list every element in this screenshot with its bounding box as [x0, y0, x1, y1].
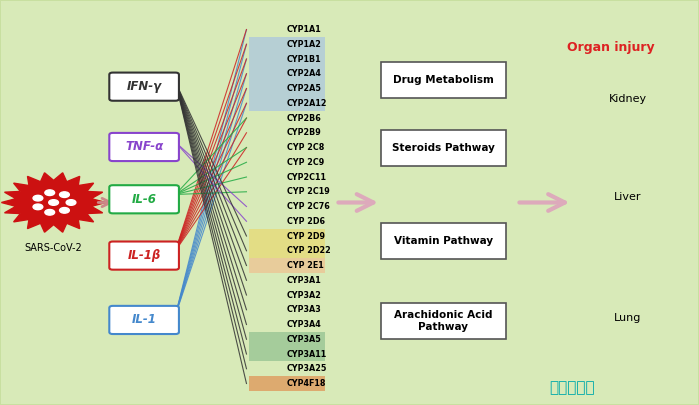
Circle shape	[45, 209, 55, 215]
FancyBboxPatch shape	[249, 229, 325, 258]
Circle shape	[33, 204, 43, 210]
Text: CYP 2C9: CYP 2C9	[287, 158, 324, 167]
Text: Kidney: Kidney	[609, 94, 647, 104]
FancyBboxPatch shape	[381, 130, 506, 166]
Text: CYP2A5: CYP2A5	[287, 84, 322, 93]
FancyBboxPatch shape	[249, 37, 325, 111]
FancyBboxPatch shape	[249, 332, 325, 361]
Text: IFN-γ: IFN-γ	[127, 80, 161, 93]
FancyBboxPatch shape	[381, 62, 506, 98]
Text: Drug Metabolism: Drug Metabolism	[393, 75, 494, 85]
Text: CYP 2C8: CYP 2C8	[287, 143, 324, 152]
FancyBboxPatch shape	[249, 258, 325, 273]
Text: CYP3A2: CYP3A2	[287, 290, 322, 300]
Circle shape	[59, 192, 69, 198]
Text: CYP2B9: CYP2B9	[287, 128, 322, 137]
FancyBboxPatch shape	[109, 306, 179, 334]
Text: Lung: Lung	[614, 313, 642, 323]
Text: CYP 2D9: CYP 2D9	[287, 232, 325, 241]
Circle shape	[33, 195, 43, 201]
Text: CYP 2C76: CYP 2C76	[287, 202, 330, 211]
Text: CYP2B6: CYP2B6	[287, 113, 322, 123]
Text: Steroids Pathway: Steroids Pathway	[392, 143, 495, 153]
Text: CYP 2C19: CYP 2C19	[287, 187, 330, 196]
Text: CYP1A2: CYP1A2	[287, 40, 322, 49]
Text: Organ injury: Organ injury	[567, 41, 654, 54]
Text: CYP 2D22: CYP 2D22	[287, 246, 331, 255]
Circle shape	[45, 190, 55, 196]
FancyBboxPatch shape	[249, 376, 325, 391]
Text: Arachidonic Acid
Pathway: Arachidonic Acid Pathway	[394, 310, 493, 332]
FancyBboxPatch shape	[109, 241, 179, 270]
FancyBboxPatch shape	[109, 185, 179, 213]
Text: CYP3A25: CYP3A25	[287, 364, 327, 373]
Text: CYP3A11: CYP3A11	[287, 350, 327, 358]
Text: CYP3A1: CYP3A1	[287, 276, 322, 285]
Text: CYP3A3: CYP3A3	[287, 305, 322, 314]
Text: CYP2C11: CYP2C11	[287, 173, 327, 181]
Text: CYP4F18: CYP4F18	[287, 379, 326, 388]
Text: IL-1: IL-1	[131, 313, 157, 326]
Text: CYP3A5: CYP3A5	[287, 335, 322, 344]
Text: IL-6: IL-6	[131, 193, 157, 206]
FancyBboxPatch shape	[381, 303, 506, 339]
Text: 热爱收录库: 热爱收录库	[549, 380, 595, 395]
Text: SARS-CoV-2: SARS-CoV-2	[24, 243, 82, 253]
Text: CYP 2E1: CYP 2E1	[287, 261, 324, 270]
FancyBboxPatch shape	[109, 133, 179, 161]
Circle shape	[59, 207, 69, 213]
Text: Liver: Liver	[614, 192, 642, 202]
Text: CYP2A12: CYP2A12	[287, 99, 327, 108]
FancyBboxPatch shape	[109, 72, 179, 101]
Text: CYP1B1: CYP1B1	[287, 55, 322, 64]
Text: Vitamin Pathway: Vitamin Pathway	[394, 236, 493, 246]
Polygon shape	[1, 173, 106, 232]
Text: IL-1β: IL-1β	[127, 249, 161, 262]
FancyBboxPatch shape	[381, 223, 506, 259]
Text: CYP 2D6: CYP 2D6	[287, 217, 325, 226]
Text: TNF-α: TNF-α	[125, 141, 164, 153]
Text: CYP2A4: CYP2A4	[287, 69, 322, 78]
Text: CYP3A4: CYP3A4	[287, 320, 322, 329]
Circle shape	[49, 200, 59, 205]
Circle shape	[66, 200, 76, 205]
Text: CYP1A1: CYP1A1	[287, 25, 322, 34]
